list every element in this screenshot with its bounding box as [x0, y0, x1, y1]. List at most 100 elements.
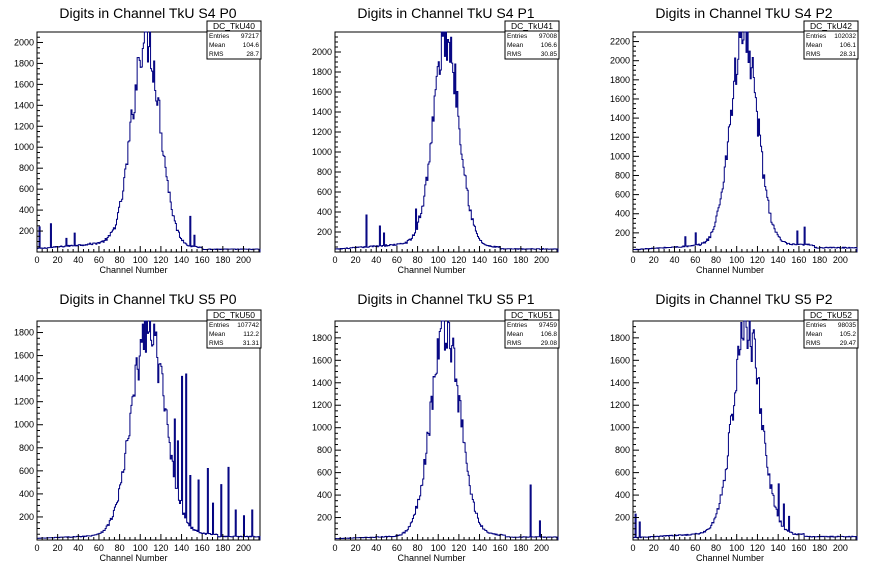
x-axis-label: Channel Number: [397, 265, 465, 275]
x-tick-label: 60: [392, 255, 402, 265]
y-tick-label: 1400: [14, 374, 34, 384]
x-tick-label: 100: [729, 543, 744, 553]
y-tick-label: 400: [615, 490, 630, 500]
chart-title: Digits in Channel TkU S4 P2: [655, 5, 832, 21]
y-tick-label: 800: [317, 445, 332, 455]
stats-box-frame: [803, 20, 859, 60]
x-tick-label: 0: [630, 255, 635, 265]
y-tick-label: 800: [615, 445, 630, 455]
x-tick-label: 180: [812, 543, 827, 553]
y-tick-label: 1400: [312, 378, 332, 388]
stats-box-frame: [504, 20, 560, 60]
stats-box: DC_TkU50 Entries 107742 Mean 112.2 RMS 31.31: [206, 309, 262, 349]
y-tick-label: 1000: [312, 423, 332, 433]
y-tick-label: 1400: [14, 100, 34, 110]
stats-name: DC_TkU50: [213, 310, 255, 320]
stats-label-rms: RMS: [806, 340, 821, 347]
stats-label-rms: RMS: [209, 340, 224, 347]
x-tick-label: 140: [771, 255, 786, 265]
x-tick-label: 20: [351, 255, 361, 265]
x-tick-label: 80: [413, 255, 423, 265]
x-tick-label: 200: [534, 255, 549, 265]
y-tick-label: 1800: [312, 67, 332, 77]
y-tick-label: 1000: [14, 142, 34, 152]
y-tick-label: 600: [317, 468, 332, 478]
stats-value-rms: 28.7: [246, 51, 259, 58]
stats-value-entries: 107742: [237, 322, 259, 329]
y-tick-label: 1600: [14, 351, 34, 361]
stats-value-mean: 106.6: [541, 42, 558, 49]
y-tick-label: 600: [615, 190, 630, 200]
x-tick-label: 100: [431, 255, 446, 265]
stats-box: DC_TkU40 Entries 97217 Mean 104.6 RMS 28.7: [206, 20, 262, 60]
x-tick-label: 160: [195, 255, 210, 265]
stats-name: DC_TkU40: [213, 21, 255, 31]
chart-title: Digits in Channel TkU S4 P0: [59, 5, 236, 21]
y-tick-label: 2000: [14, 37, 34, 47]
x-tick-label: 180: [513, 543, 528, 553]
chart-panel-4: Digits in Channel TkU S5 P1 0 20 40 60 80 100 1…: [312, 291, 560, 563]
stats-box-frame: [504, 309, 560, 349]
x-tick-label: 200: [236, 543, 251, 553]
x-tick-label: 140: [174, 543, 189, 553]
stats-box-frame: [206, 20, 262, 60]
y-tick-label: 400: [615, 209, 630, 219]
x-tick-label: 60: [94, 255, 104, 265]
stats-label-mean: Mean: [507, 331, 524, 338]
y-tick-label: 200: [615, 513, 630, 523]
stats-label-mean: Mean: [806, 42, 823, 49]
y-tick-label: 800: [19, 443, 34, 453]
y-tick-label: 1000: [14, 420, 34, 430]
stats-box-frame: [803, 309, 859, 349]
x-tick-label: 120: [153, 255, 168, 265]
x-tick-label: 120: [451, 543, 466, 553]
stats-label-rms: RMS: [209, 51, 224, 58]
y-tick-label: 1800: [610, 75, 630, 85]
y-tick-label: 1000: [312, 147, 332, 157]
y-tick-label: 1600: [610, 94, 630, 104]
stats-label-entries: Entries: [209, 33, 230, 40]
stats-name: DC_TkU41: [511, 21, 553, 31]
x-tick-label: 40: [669, 543, 679, 553]
y-tick-label: 200: [317, 513, 332, 523]
x-tick-label: 120: [451, 255, 466, 265]
y-tick-label: 1400: [610, 378, 630, 388]
y-tick-label: 1200: [610, 132, 630, 142]
x-axis-label: Channel Number: [696, 265, 764, 275]
stats-value-mean: 106.1: [840, 42, 857, 49]
x-tick-label: 120: [750, 255, 765, 265]
y-tick-label: 2200: [610, 37, 630, 47]
y-tick-label: 400: [317, 207, 332, 217]
y-tick-label: 1400: [610, 113, 630, 123]
x-tick-label: 100: [729, 255, 744, 265]
stats-label-entries: Entries: [806, 33, 827, 40]
y-tick-label: 600: [19, 184, 34, 194]
x-tick-label: 160: [493, 543, 508, 553]
stats-box: DC_TkU51 Entries 97459 Mean 106.8 RMS 29.08: [504, 309, 560, 349]
x-tick-label: 0: [332, 543, 337, 553]
stats-value-rms: 29.08: [541, 340, 558, 347]
x-tick-label: 40: [371, 543, 381, 553]
stats-label-entries: Entries: [507, 322, 528, 329]
stats-box: DC_TkU42 Entries 102032 Mean 106.1 RMS 28.31: [803, 20, 859, 60]
y-tick-label: 1000: [610, 151, 630, 161]
y-tick-label: 1600: [312, 355, 332, 365]
x-tick-label: 100: [431, 543, 446, 553]
y-tick-label: 200: [19, 512, 34, 522]
chart-title: Digits in Channel TkU S5 P1: [357, 291, 534, 307]
x-tick-label: 160: [195, 543, 210, 553]
stats-label-mean: Mean: [209, 331, 226, 338]
stats-box: DC_TkU52 Entries 98035 Mean 105.2 RMS 29.47: [803, 309, 859, 349]
y-tick-label: 1200: [610, 400, 630, 410]
y-tick-label: 1800: [610, 333, 630, 343]
x-tick-label: 80: [115, 255, 125, 265]
chart-panel-2: Digits in Channel TkU S4 P2 0 20 40 60 80 100 1…: [610, 5, 859, 275]
y-tick-label: 1600: [312, 87, 332, 97]
x-tick-label: 200: [534, 543, 549, 553]
x-tick-label: 200: [833, 543, 848, 553]
x-tick-label: 100: [133, 543, 148, 553]
y-tick-label: 1000: [610, 423, 630, 433]
x-tick-label: 40: [669, 255, 679, 265]
x-tick-label: 160: [493, 255, 508, 265]
chart-panel-3: Digits in Channel TkU S5 P0 0 20 40 60 80 100 1…: [14, 291, 262, 563]
